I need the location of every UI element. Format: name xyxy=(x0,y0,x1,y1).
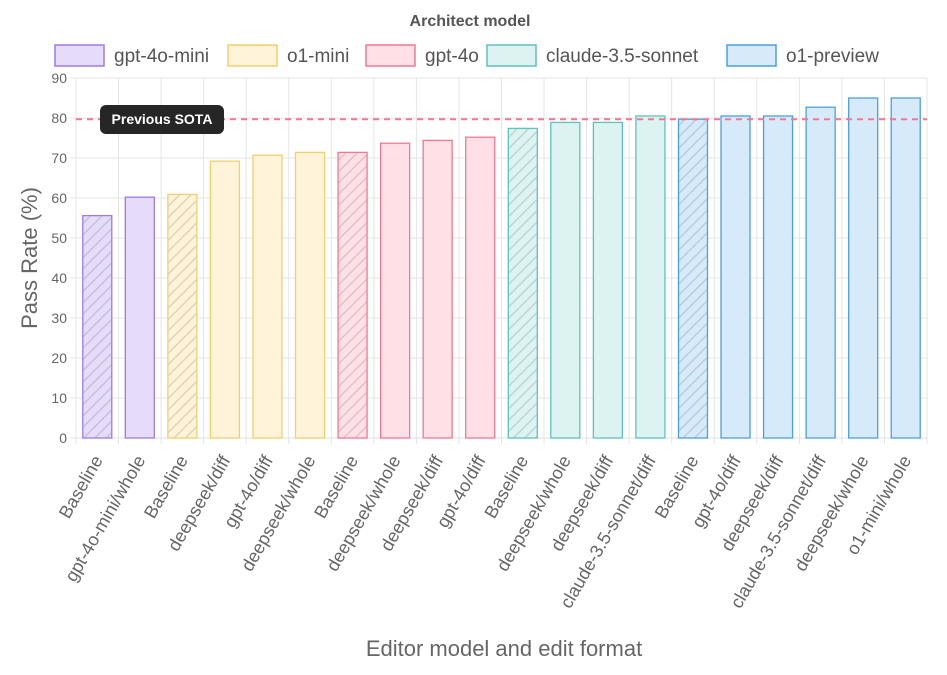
legend-swatch[interactable] xyxy=(365,44,416,67)
bar[interactable] xyxy=(550,121,581,439)
reference-line-group: Previous SOTA xyxy=(76,105,927,134)
bar[interactable] xyxy=(252,154,283,439)
legend-item-label[interactable]: o1-preview xyxy=(786,46,879,67)
legend-item-label[interactable]: gpt-4o-mini xyxy=(114,46,209,67)
x-axis: Baselinegpt-4o-mini/wholeBaselinedeepsee… xyxy=(55,451,915,612)
legend: Architect model gpt-4o-mini o1-mini gpt-4o… xyxy=(54,13,879,67)
previous-sota-badge xyxy=(100,105,224,134)
previous-sota-label: Previous SOTA xyxy=(112,111,213,127)
bar[interactable] xyxy=(294,151,326,439)
bar-hatch xyxy=(83,216,112,438)
bar[interactable] xyxy=(209,160,241,439)
legend-title: Architect model xyxy=(410,13,531,30)
y-tick-label: 60 xyxy=(51,190,67,206)
bar[interactable] xyxy=(890,97,921,439)
x-axis-title: Editor model and edit format xyxy=(366,636,642,661)
bar[interactable] xyxy=(124,196,155,439)
bar[interactable] xyxy=(762,115,794,439)
bar[interactable] xyxy=(379,142,411,439)
bar[interactable] xyxy=(848,97,879,439)
bar[interactable] xyxy=(805,106,836,439)
y-tick-label: 80 xyxy=(51,110,67,126)
legend-item-label[interactable]: claude-3.5-sonnet xyxy=(546,46,699,67)
legend-swatch[interactable] xyxy=(726,44,777,67)
y-tick-label: 70 xyxy=(51,150,67,166)
y-tick-label: 30 xyxy=(51,310,67,326)
y-tick-label: 0 xyxy=(59,430,67,446)
bar[interactable] xyxy=(422,139,453,439)
legend-swatch[interactable] xyxy=(486,44,537,67)
y-axis-title: Pass Rate (%) xyxy=(17,187,42,329)
bar-hatch xyxy=(679,119,707,438)
y-tick-label: 50 xyxy=(51,230,67,246)
legend-swatch[interactable] xyxy=(227,44,278,67)
y-tick-label: 10 xyxy=(51,390,67,406)
y-axis: 0 10 20 30 40 50 60 70 80 90 xyxy=(51,70,67,446)
bar-hatch xyxy=(338,153,367,438)
bar-hatch xyxy=(168,195,197,438)
y-tick-label: 20 xyxy=(51,350,67,366)
legend-item-label[interactable]: gpt-4o xyxy=(425,46,479,67)
x-tick-label: gpt-4o-mini/whole xyxy=(61,452,149,585)
bar[interactable] xyxy=(635,115,666,439)
bar[interactable] xyxy=(465,136,496,439)
legend-item-label[interactable]: o1-mini xyxy=(287,46,349,67)
y-tick-label: 90 xyxy=(51,70,67,86)
bars xyxy=(82,97,921,439)
bar[interactable] xyxy=(720,115,751,439)
legend-swatch[interactable] xyxy=(54,44,105,67)
bar[interactable] xyxy=(592,121,624,439)
y-tick-label: 40 xyxy=(51,270,67,286)
bar-hatch xyxy=(508,129,537,438)
